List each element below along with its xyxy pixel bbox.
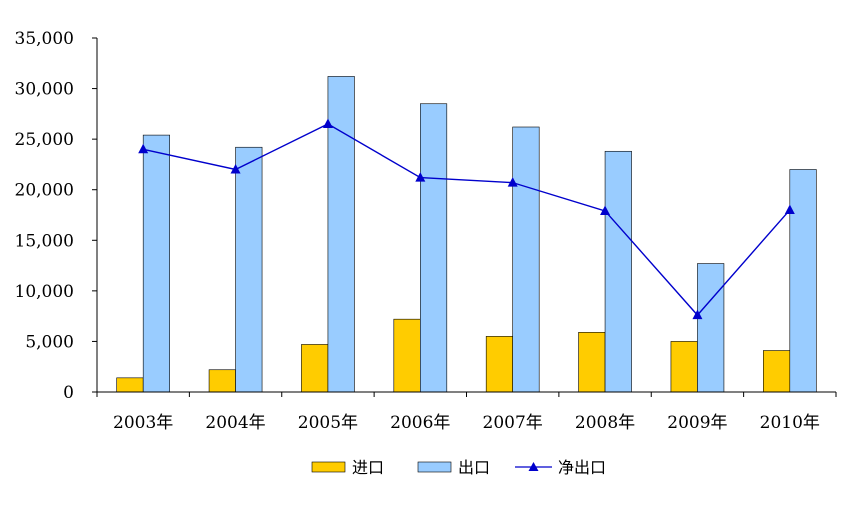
bar-exports bbox=[142, 134, 170, 393]
bar-imports bbox=[116, 377, 144, 393]
bar-exports bbox=[327, 76, 355, 393]
net-exports-marker bbox=[692, 309, 703, 320]
x-tick-label: 2009年 bbox=[667, 413, 727, 433]
x-tick-label: 2010年 bbox=[760, 413, 820, 433]
bar-imports bbox=[763, 350, 791, 393]
bar-exports bbox=[604, 150, 632, 393]
bar-imports bbox=[578, 332, 606, 393]
y-ticks: 0 5,000 10,000 15,000 20,000 25,000 30,000 35,0… bbox=[15, 29, 97, 403]
legend: 进口 出口 净出口 bbox=[311, 458, 606, 477]
y-tick-label: 15,000 bbox=[15, 231, 74, 251]
legend-swatch-exports bbox=[417, 461, 452, 473]
net-exports-marker bbox=[600, 205, 611, 215]
bar-exports bbox=[697, 263, 725, 393]
net-exports-marker bbox=[784, 204, 795, 214]
bar-imports bbox=[208, 369, 236, 393]
axes bbox=[96, 38, 836, 393]
net-exports-marker bbox=[322, 118, 333, 128]
x-tick-label: 2003年 bbox=[113, 413, 173, 433]
x-ticks: 2003年 2004年 2005年 2006年 2007年 2008年 2009年 2010年 bbox=[96, 392, 837, 433]
net-exports-marker bbox=[230, 163, 241, 174]
net-exports-marker bbox=[507, 177, 518, 187]
bar-exports bbox=[789, 169, 817, 393]
legend-label-imports: 进口 bbox=[352, 458, 384, 477]
x-tick-label: 2005年 bbox=[298, 413, 358, 433]
y-tick-label: 25,000 bbox=[15, 130, 74, 150]
y-tick-label: 35,000 bbox=[15, 29, 74, 49]
line-series bbox=[138, 118, 795, 320]
bar-imports bbox=[393, 318, 421, 393]
x-tick-label: 2006年 bbox=[390, 413, 450, 433]
y-tick-label: 5,000 bbox=[25, 332, 74, 352]
legend-label-net-exports: 净出口 bbox=[558, 458, 606, 477]
bar-imports bbox=[485, 336, 513, 393]
y-tick-label: 20,000 bbox=[15, 181, 74, 201]
x-tick-label: 2007年 bbox=[483, 413, 543, 433]
bar-imports bbox=[670, 341, 698, 393]
net-exports-marker bbox=[415, 172, 426, 182]
net-exports-marker bbox=[138, 143, 149, 154]
y-tick-label: 0 bbox=[63, 383, 74, 403]
bar-imports bbox=[301, 344, 329, 393]
net-exports-line bbox=[143, 123, 791, 317]
bars-layer bbox=[116, 76, 817, 393]
legend-label-exports: 出口 bbox=[458, 458, 490, 477]
legend-swatch-imports bbox=[311, 461, 346, 473]
y-tick-label: 10,000 bbox=[15, 282, 74, 302]
bar-exports bbox=[420, 103, 448, 393]
bar-exports bbox=[512, 126, 540, 393]
x-tick-label: 2004年 bbox=[205, 413, 265, 433]
bar-exports bbox=[235, 146, 263, 393]
y-tick-label: 30,000 bbox=[15, 80, 74, 100]
legend-marker-net-exports bbox=[528, 462, 539, 471]
x-tick-label: 2008年 bbox=[575, 413, 635, 433]
